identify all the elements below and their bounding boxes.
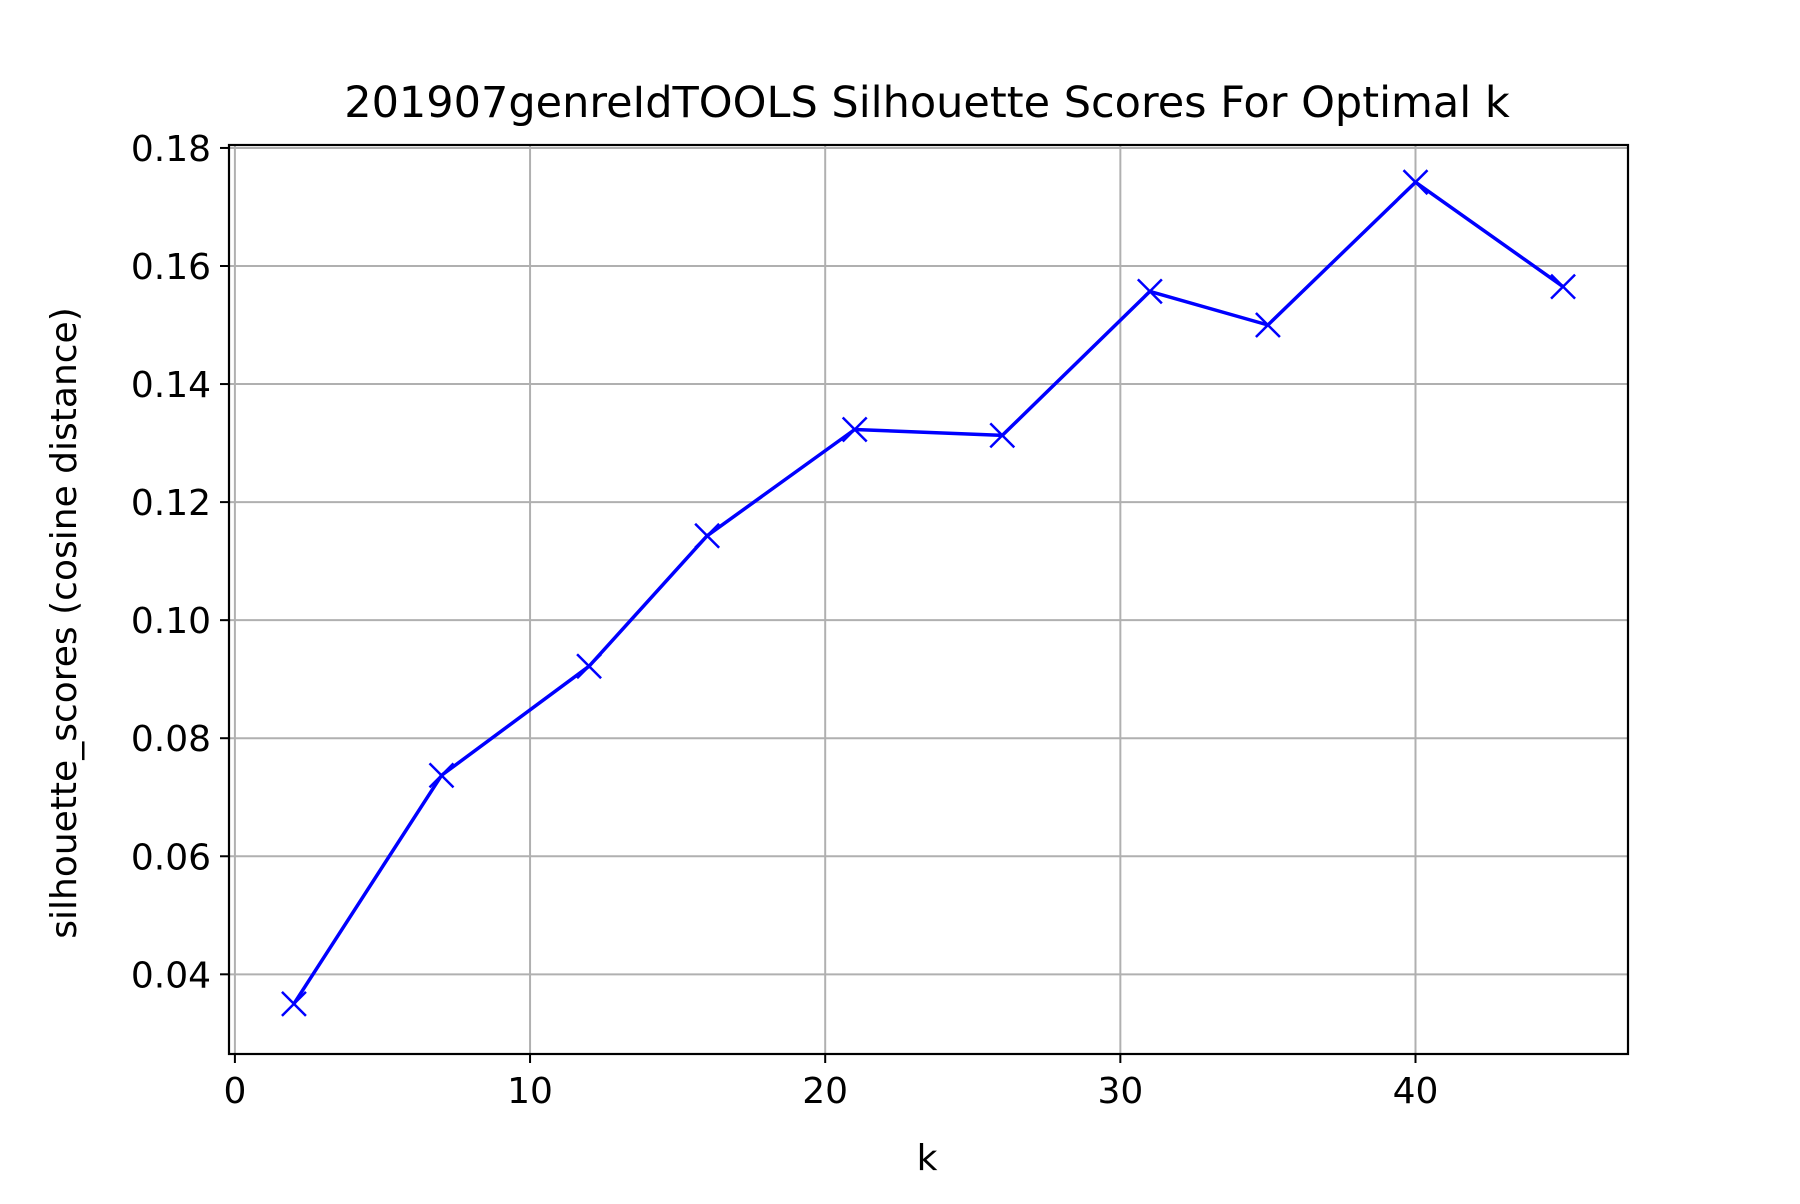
data-point-marker	[1136, 278, 1163, 305]
marker-stroke	[1402, 169, 1429, 196]
y-tick-label: 0.12	[131, 483, 211, 524]
x-tick-label: 20	[802, 1071, 848, 1112]
y-tick-label: 0.08	[131, 719, 211, 760]
data-point-marker	[1255, 312, 1281, 338]
data-point-marker	[1550, 273, 1576, 300]
plot-area-frame	[227, 143, 1630, 1056]
x-tick-label: 10	[507, 1071, 553, 1112]
chart-title: 201907genreIdTOOLS Silhouette Scores For…	[344, 78, 1510, 128]
y-tick-label: 0.06	[131, 837, 211, 878]
data-point-marker	[1402, 169, 1429, 196]
y-tick-label: 0.18	[131, 129, 211, 170]
data-point-marker	[428, 762, 455, 789]
series-line	[292, 180, 1565, 1005]
marker-stroke	[576, 653, 602, 680]
data-point-marker	[576, 653, 602, 680]
marker-stroke	[694, 522, 721, 549]
x-tick-label: 40	[1393, 1071, 1439, 1112]
grid-lines	[229, 145, 1628, 1054]
y-axis-label: silhouette_scores (cosine distance)	[44, 307, 85, 939]
y-tick-label: 0.14	[131, 365, 211, 406]
marker-stroke	[428, 762, 455, 789]
data-point-marker	[989, 422, 1016, 449]
axis-ticks: 0 10 20 30 40 0.04 0.06 0.08 0.10 0.12 0.14 0.16 0.1…	[131, 129, 1439, 1112]
marker-stroke	[1136, 278, 1163, 305]
marker-stroke	[281, 990, 307, 1017]
data-point-marker	[841, 416, 868, 443]
data-series	[281, 169, 1576, 1017]
data-point-marker	[281, 990, 307, 1017]
marker-stroke	[1550, 273, 1576, 300]
x-tick-label: 0	[223, 1071, 246, 1112]
data-point-marker	[694, 522, 721, 549]
x-tick-label: 30	[1097, 1071, 1143, 1112]
y-tick-label: 0.04	[131, 955, 211, 996]
y-tick-label: 0.16	[131, 247, 211, 288]
y-tick-label: 0.10	[131, 601, 211, 642]
x-axis-label: k	[917, 1138, 938, 1179]
marker-stroke	[989, 422, 1016, 449]
marker-stroke	[1255, 312, 1281, 338]
marker-stroke	[841, 416, 868, 443]
